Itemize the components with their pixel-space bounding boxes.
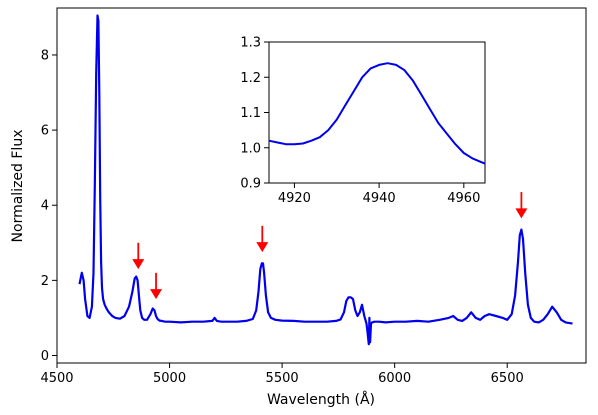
y-axis-title: Normalized Flux bbox=[10, 130, 26, 243]
inset-x-axis-ticks: 4920 4940 4960 bbox=[278, 183, 480, 206]
red-arrow-icon bbox=[132, 242, 145, 270]
main-y-tick-label: 6 bbox=[41, 124, 49, 139]
inset-x-tick-label: 4960 bbox=[447, 191, 480, 206]
inset-y-tick-label: 1.3 bbox=[240, 36, 261, 51]
main-spectrum-line bbox=[78, 14, 573, 346]
main-y-tick-label: 2 bbox=[41, 274, 49, 289]
inset-spectrum-line bbox=[268, 62, 486, 165]
inset-y-tick-label: 1.2 bbox=[240, 71, 261, 86]
inset-y-axis-ticks: 0.9 1.0 1.1 1.2 1.3 bbox=[240, 36, 269, 192]
main-plot-frame bbox=[56, 7, 587, 364]
emission-line-arrows bbox=[132, 192, 528, 300]
inset-y-tick-label: 1.0 bbox=[240, 141, 261, 156]
main-x-tick-label: 4500 bbox=[40, 371, 73, 386]
main-x-tick-label: 6000 bbox=[378, 371, 411, 386]
main-plot: 4500 5000 5500 6000 6500 0 2 4 6 8 Wavelength (Å… bbox=[10, 7, 587, 408]
inset-x-tick-label: 4920 bbox=[278, 191, 311, 206]
inset-plot: 4920 4940 4960 0.9 1.0 1.1 1.2 1.3 bbox=[240, 36, 486, 206]
red-arrow-icon bbox=[256, 225, 269, 253]
main-y-axis-ticks: 0 2 4 6 8 bbox=[41, 48, 57, 364]
red-arrow-icon bbox=[150, 272, 163, 300]
red-arrow-icon bbox=[515, 192, 528, 219]
main-x-tick-label: 5000 bbox=[153, 371, 186, 386]
x-axis-title: Wavelength (Å) bbox=[267, 391, 375, 408]
main-y-tick-label: 8 bbox=[41, 48, 49, 63]
main-x-axis-ticks: 4500 5000 5500 6000 6500 bbox=[40, 363, 524, 386]
main-y-tick-label: 4 bbox=[41, 199, 49, 214]
inset-plot-frame bbox=[268, 41, 486, 184]
main-x-tick-label: 6500 bbox=[491, 371, 524, 386]
inset-y-tick-label: 1.1 bbox=[240, 106, 261, 121]
inset-y-tick-label: 0.9 bbox=[240, 177, 261, 192]
main-y-tick-label: 0 bbox=[41, 349, 49, 364]
main-x-tick-label: 5500 bbox=[266, 371, 299, 386]
inset-x-tick-label: 4940 bbox=[363, 191, 396, 206]
